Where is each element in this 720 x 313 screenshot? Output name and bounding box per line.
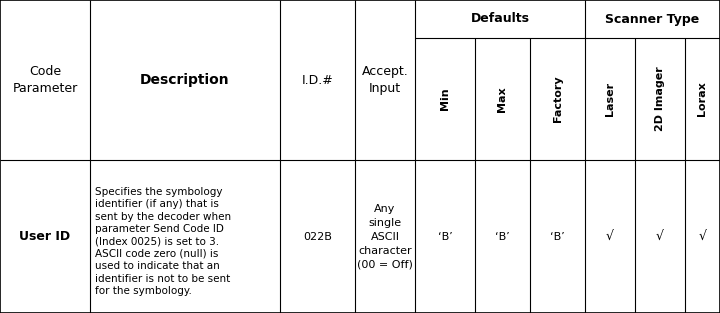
Text: I.D.#: I.D.# [302, 74, 333, 86]
Text: Lorax: Lorax [698, 82, 708, 116]
Text: Min: Min [440, 88, 450, 110]
Text: Specifies the symbology
identifier (if any) that is
sent by the decoder when
par: Specifies the symbology identifier (if a… [95, 187, 231, 296]
Text: ‘B’: ‘B’ [495, 232, 510, 242]
Text: Factory: Factory [552, 76, 562, 122]
Text: 2D Imager: 2D Imager [655, 67, 665, 131]
Text: Any
single
ASCII
character
(00 = Off): Any single ASCII character (00 = Off) [357, 203, 413, 269]
Text: Accept.
Input: Accept. Input [361, 65, 408, 95]
Text: Defaults: Defaults [470, 13, 529, 25]
Text: User ID: User ID [19, 230, 71, 243]
Text: Description: Description [140, 73, 230, 87]
Text: √: √ [606, 230, 614, 243]
Text: ‘B’: ‘B’ [438, 232, 452, 242]
Text: Code
Parameter: Code Parameter [12, 65, 78, 95]
Text: Laser: Laser [605, 82, 615, 116]
Text: √: √ [698, 230, 706, 243]
Text: ‘B’: ‘B’ [550, 232, 565, 242]
Text: Scanner Type: Scanner Type [606, 13, 700, 25]
Text: 022B: 022B [303, 232, 332, 242]
Text: Max: Max [498, 86, 508, 112]
Text: √: √ [656, 230, 664, 243]
